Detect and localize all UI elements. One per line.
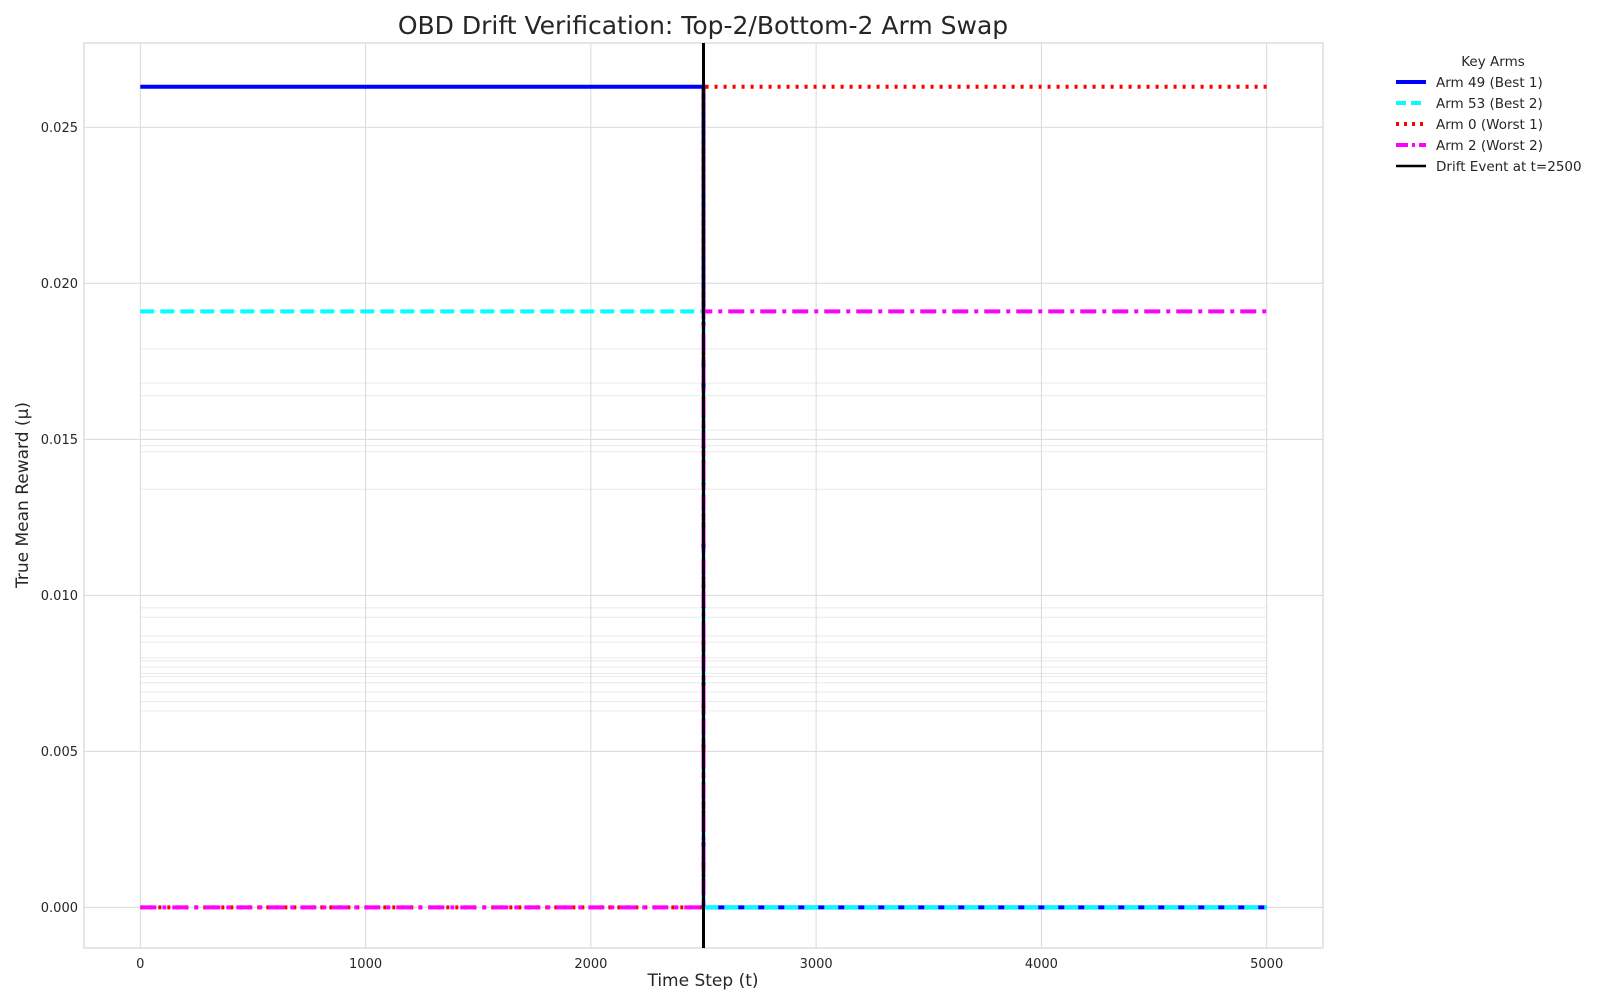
legend: Key Arms Arm 49 (Best 1)Arm 53 (Best 2)A…: [1396, 54, 1582, 175]
y-tick-label: 0.005: [41, 745, 78, 760]
legend-label: Arm 2 (Worst 2): [1436, 138, 1543, 154]
y-tick-label: 0.020: [41, 277, 78, 292]
tick-label-layer: 0 1000 2000 3000 4000 5000 0.000 0.005 0.010 0.01…: [41, 121, 1283, 972]
legend-label: Arm 49 (Best 1): [1436, 75, 1543, 91]
legend-label: Arm 53 (Best 2): [1436, 96, 1543, 112]
y-axis-label: True Mean Reward (μ): [13, 402, 33, 589]
x-tick-label: 1000: [349, 957, 382, 972]
series-line: [140, 309, 1267, 910]
x-axis-label: Time Step (t): [646, 971, 758, 991]
legend-items: Arm 49 (Best 1) Arm 53 (Best 2) Arm 0 (Wor…: [1396, 75, 1582, 175]
chart-title: OBD Drift Verification: Top-2/Bottom-2 A…: [398, 11, 1008, 40]
x-tick-label: 4000: [1025, 957, 1058, 972]
series-layer: [140, 43, 1267, 948]
legend-title: Key Arms: [1461, 54, 1525, 70]
x-tick-label: 5000: [1250, 957, 1283, 972]
y-tick-label: 0.000: [41, 901, 78, 916]
legend-label: Drift Event at t=2500: [1436, 159, 1582, 175]
y-tick-label: 0.010: [41, 589, 78, 604]
y-tick-label: 0.015: [41, 433, 78, 448]
x-tick-label: 2000: [574, 957, 607, 972]
x-tick-label: 3000: [800, 957, 833, 972]
y-tick-label: 0.025: [41, 121, 78, 136]
x-tick-label: 0: [136, 957, 144, 972]
legend-label: Arm 0 (Worst 1): [1436, 117, 1543, 133]
